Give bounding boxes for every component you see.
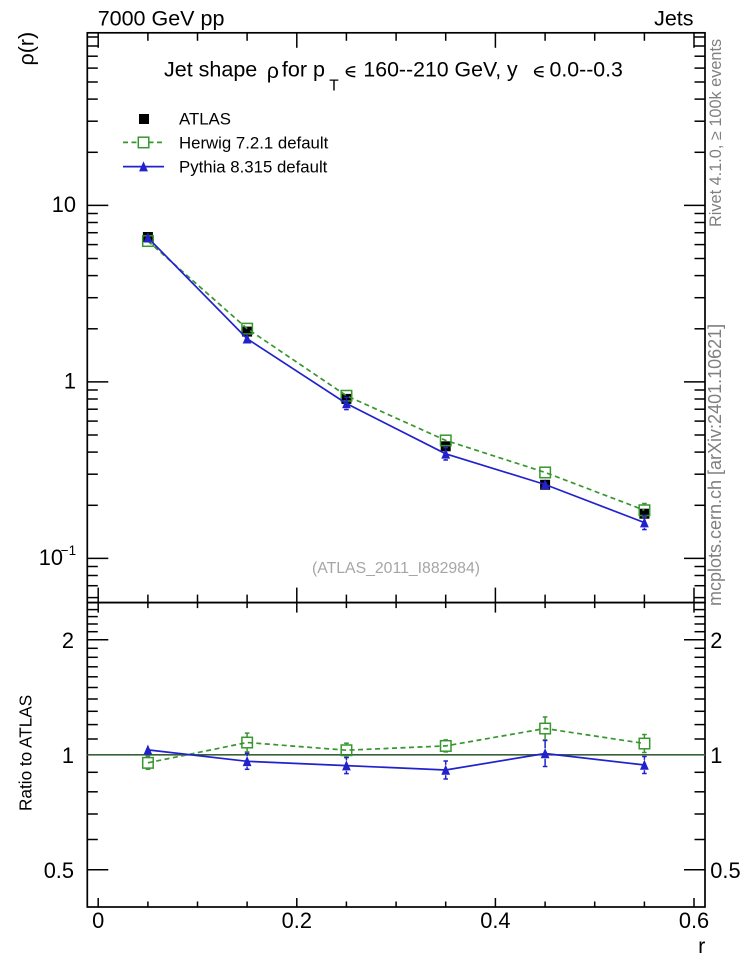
svg-text:0.6: 0.6 <box>679 908 709 933</box>
svg-text:7000 GeV pp: 7000 GeV pp <box>98 6 225 30</box>
svg-text:T: T <box>329 78 339 95</box>
svg-text:1: 1 <box>64 369 76 394</box>
svg-text:r: r <box>698 934 705 958</box>
svg-text:ATLAS: ATLAS <box>179 110 231 129</box>
svg-text:ρ(r): ρ(r) <box>15 32 39 66</box>
svg-text:Ratio to ATLAS: Ratio to ATLAS <box>16 695 36 811</box>
svg-text:Pythia 8.315 default: Pythia 8.315 default <box>179 158 328 177</box>
svg-text:0.5: 0.5 <box>44 858 74 883</box>
svg-text:10: 10 <box>39 545 63 570</box>
svg-text:0.4: 0.4 <box>480 908 510 933</box>
svg-text:1: 1 <box>62 743 74 768</box>
svg-text:2: 2 <box>62 628 74 653</box>
svg-text:0: 0 <box>92 908 104 933</box>
svg-text:Jets: Jets <box>654 6 693 30</box>
svg-text:Rivet 4.1.0, ≥ 100k events: Rivet 4.1.0, ≥ 100k events <box>707 39 725 227</box>
svg-text:0.5: 0.5 <box>710 858 740 883</box>
svg-text:mcplots.cern.ch [arXiv:2401.10: mcplots.cern.ch [arXiv:2401.10621] <box>705 324 725 606</box>
svg-text:10: 10 <box>52 192 76 217</box>
svg-text:Jet shape: Jet shape <box>164 57 257 81</box>
svg-text:0.2: 0.2 <box>282 908 312 933</box>
svg-text:Herwig 7.2.1 default: Herwig 7.2.1 default <box>179 134 329 153</box>
svg-text:1: 1 <box>710 743 722 768</box>
svg-text:0.0--0.3: 0.0--0.3 <box>550 57 623 81</box>
svg-text:2: 2 <box>710 628 722 653</box>
svg-text:160--210 GeV, y: 160--210 GeV, y <box>363 57 518 81</box>
svg-text:for p: for p <box>282 57 325 81</box>
svg-text:(ATLAS_2011_I882984): (ATLAS_2011_I882984) <box>312 560 480 577</box>
svg-text:−1: −1 <box>61 543 76 558</box>
svg-text:ρ: ρ <box>267 59 279 83</box>
